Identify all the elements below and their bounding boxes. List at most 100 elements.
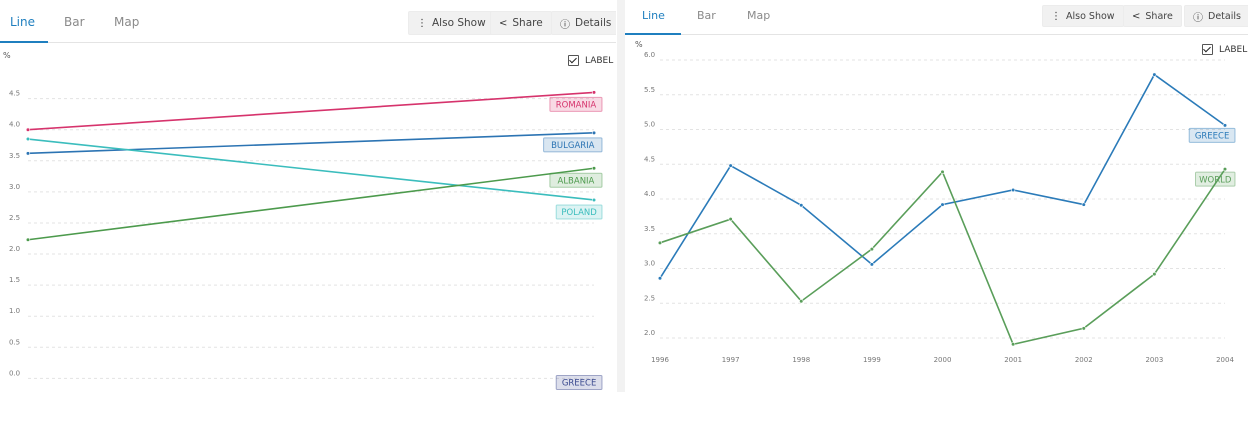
- data-point-bulgaria: [591, 130, 597, 135]
- y-tick-label: 0.5: [9, 338, 20, 346]
- series-line-albania: [27, 167, 595, 241]
- active-tab-indicator: [625, 33, 681, 35]
- y-tick-label: 3.0: [9, 183, 20, 191]
- share-button[interactable]: < Share: [490, 11, 552, 35]
- also-show-label: Also Show: [1066, 10, 1115, 22]
- y-tick-label: 1.0: [9, 307, 20, 315]
- data-point-world: [1081, 326, 1086, 331]
- data-point-world: [940, 169, 945, 175]
- data-point-greece: [1152, 72, 1157, 77]
- chart-panel-right: Line Bar Map ⋮ Also Show < Share ⓘ Details …: [625, 0, 1248, 392]
- y-tick-label: 5.5: [644, 86, 655, 94]
- y-tick-label: 2.0: [9, 245, 20, 253]
- data-point-greece: [940, 202, 945, 207]
- tab-bar[interactable]: Bar: [697, 9, 716, 22]
- tab-line[interactable]: Line: [642, 9, 665, 22]
- label-toggle[interactable]: LABEL: [568, 55, 613, 66]
- data-point-romania: [25, 127, 31, 132]
- x-tick-label: 1998: [792, 356, 810, 364]
- series-label-box-greece: [555, 375, 603, 391]
- data-point-world: [1222, 167, 1228, 172]
- series-label-romania: ROMANIA: [556, 101, 597, 111]
- also-show-label: Also Show: [432, 17, 486, 29]
- y-tick-label: 1.5: [9, 276, 20, 284]
- y-tick-label: 4.0: [9, 121, 20, 129]
- data-point-albania: [591, 166, 597, 171]
- label-toggle-text: LABEL: [585, 55, 614, 66]
- y-tick-label: 6.0: [644, 51, 655, 59]
- y-tick-label: 0.0: [9, 369, 20, 377]
- data-point-world: [1152, 271, 1157, 277]
- data-point-albania: [25, 237, 31, 242]
- series-label-box-bulgaria: [543, 137, 603, 153]
- share-button[interactable]: < Share: [1123, 5, 1182, 27]
- tab-line[interactable]: Line: [10, 15, 36, 29]
- series-label-greece: GREECE: [1195, 132, 1230, 142]
- share-icon: <: [1132, 10, 1141, 22]
- data-point-greece: [869, 262, 874, 267]
- data-point-world: [728, 217, 733, 222]
- y-tick-label: 2.0: [644, 329, 655, 337]
- data-point-greece: [657, 276, 663, 281]
- share-icon: <: [499, 17, 508, 29]
- series-label-box-world: [1195, 171, 1236, 187]
- data-point-greece: [728, 163, 733, 168]
- data-point-romania: [591, 90, 597, 95]
- view-tabs: Line Bar Map: [0, 0, 616, 43]
- series-line-world: [659, 168, 1226, 346]
- x-tick-label: 1996: [651, 356, 669, 364]
- panel-divider: [617, 0, 625, 392]
- y-unit-label: %: [3, 51, 11, 60]
- data-point-greece: [1011, 187, 1016, 193]
- also-show-button[interactable]: ⋮ Also Show: [408, 11, 495, 35]
- view-tabs: Line Bar Map: [625, 0, 1248, 35]
- series-label-box-poland: [555, 204, 603, 220]
- y-unit-label: %: [635, 40, 643, 49]
- series-line-poland: [27, 138, 595, 201]
- label-checkbox[interactable]: [568, 55, 579, 66]
- y-tick-label: 4.5: [9, 90, 20, 98]
- y-tick-label: 2.5: [9, 214, 20, 222]
- details-label: Details: [1208, 10, 1241, 22]
- data-point-poland: [591, 197, 597, 203]
- share-label: Share: [1145, 10, 1173, 22]
- details-button[interactable]: ⓘ Details: [1184, 5, 1248, 27]
- series-label-world: WORLD: [1199, 175, 1232, 185]
- series-label-box-greece: [1188, 127, 1236, 143]
- series-label-albania: ALBANIA: [558, 176, 595, 186]
- series-label-box-romania: [549, 96, 603, 112]
- series-label-poland: POLAND: [561, 208, 597, 218]
- label-toggle-text: LABEL: [1219, 44, 1248, 55]
- label-checkbox[interactable]: [1202, 44, 1213, 55]
- details-label: Details: [575, 17, 612, 29]
- share-label: Share: [512, 17, 543, 29]
- y-tick-label: 3.0: [644, 260, 655, 268]
- y-tick-label: 3.5: [644, 225, 655, 233]
- more-vertical-icon: ⋮: [1051, 10, 1061, 22]
- also-show-button[interactable]: ⋮ Also Show: [1042, 5, 1124, 27]
- line-chart-right: 2.0 2.5 3.0 3.5 4.0 4.5 5.0 5.5 6.0 1996 1997 1998 1…: [644, 51, 1236, 364]
- data-point-world: [799, 299, 804, 304]
- series-label-bulgaria: BULGARIA: [551, 141, 595, 151]
- x-tick-label: 2002: [1075, 356, 1093, 364]
- info-icon: ⓘ: [560, 19, 570, 31]
- data-point-greece: [799, 203, 804, 208]
- line-chart-left: 0.00.51.01.52.02.53.03.54.04.520152016RO…: [9, 90, 603, 391]
- x-tick-label: 2000: [934, 356, 952, 364]
- label-toggle[interactable]: LABEL: [1202, 44, 1247, 55]
- series-line-romania: [27, 91, 595, 131]
- tab-map[interactable]: Map: [747, 9, 771, 22]
- x-tick-label: 2004: [1216, 356, 1234, 364]
- tab-bar[interactable]: Bar: [64, 15, 85, 29]
- series-label-box-albania: [549, 172, 603, 188]
- tab-map[interactable]: Map: [114, 15, 140, 29]
- x-tick-label: 1997: [722, 356, 740, 364]
- details-button[interactable]: ⓘ Details: [551, 11, 616, 35]
- series-line-bulgaria: [27, 132, 595, 155]
- data-point-world: [869, 246, 874, 252]
- chart-panel-left: Line Bar Map ⋮ Also Show < Share ⓘ Details …: [0, 0, 616, 392]
- data-point-greece: [1081, 202, 1086, 207]
- x-tick-label: 1999: [863, 356, 881, 364]
- y-tick-label: 4.5: [644, 155, 655, 163]
- data-point-world: [1011, 342, 1016, 347]
